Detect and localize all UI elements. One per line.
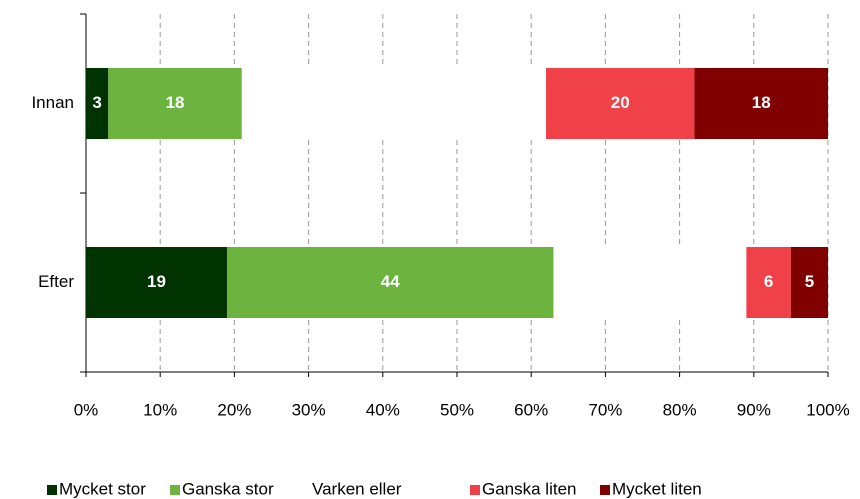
x-tick-label: 90% bbox=[737, 400, 771, 419]
x-tick-label: 0% bbox=[74, 400, 99, 419]
x-tick-label: 20% bbox=[217, 400, 251, 419]
value-label: 20 bbox=[611, 93, 630, 112]
y-tick-label: Efter bbox=[38, 272, 74, 291]
x-tick-label: 30% bbox=[292, 400, 326, 419]
legend-label: Mycket liten bbox=[612, 479, 702, 498]
legend-label: Mycket stor bbox=[59, 479, 146, 498]
legend-swatch bbox=[600, 485, 610, 495]
bar-segment bbox=[86, 247, 227, 318]
x-tick-label: 10% bbox=[143, 400, 177, 419]
x-tick-label: 70% bbox=[588, 400, 622, 419]
legend-label: Ganska stor bbox=[182, 479, 274, 498]
legend-swatch bbox=[300, 485, 310, 495]
value-label: 18 bbox=[752, 93, 771, 112]
x-tick-label: 50% bbox=[440, 400, 474, 419]
x-tick-label: 80% bbox=[663, 400, 697, 419]
bar-segment bbox=[226, 247, 554, 318]
bar-segment bbox=[546, 68, 695, 139]
bar-segment bbox=[241, 68, 547, 139]
bar-segment bbox=[746, 247, 791, 318]
legend-label: Ganska liten bbox=[482, 479, 577, 498]
legend-swatch bbox=[47, 485, 57, 495]
bar-segment bbox=[108, 68, 242, 139]
bar-segment bbox=[553, 247, 747, 318]
value-label: 6 bbox=[764, 272, 773, 291]
bar-segment bbox=[86, 68, 109, 139]
x-tick-label: 100% bbox=[806, 400, 849, 419]
legend-swatch bbox=[170, 485, 180, 495]
legend-label: Varken eller bbox=[312, 479, 402, 498]
value-label: 44 bbox=[381, 272, 400, 291]
bar-segment bbox=[790, 247, 828, 318]
value-label: 3 bbox=[92, 93, 101, 112]
bar-segment bbox=[694, 68, 828, 139]
x-tick-label: 60% bbox=[514, 400, 548, 419]
legend-swatch bbox=[470, 485, 480, 495]
value-label: 18 bbox=[166, 93, 185, 112]
value-label: 19 bbox=[147, 272, 166, 291]
x-tick-label: 40% bbox=[366, 400, 400, 419]
y-tick-label: Innan bbox=[31, 93, 74, 112]
value-label: 5 bbox=[805, 272, 814, 291]
